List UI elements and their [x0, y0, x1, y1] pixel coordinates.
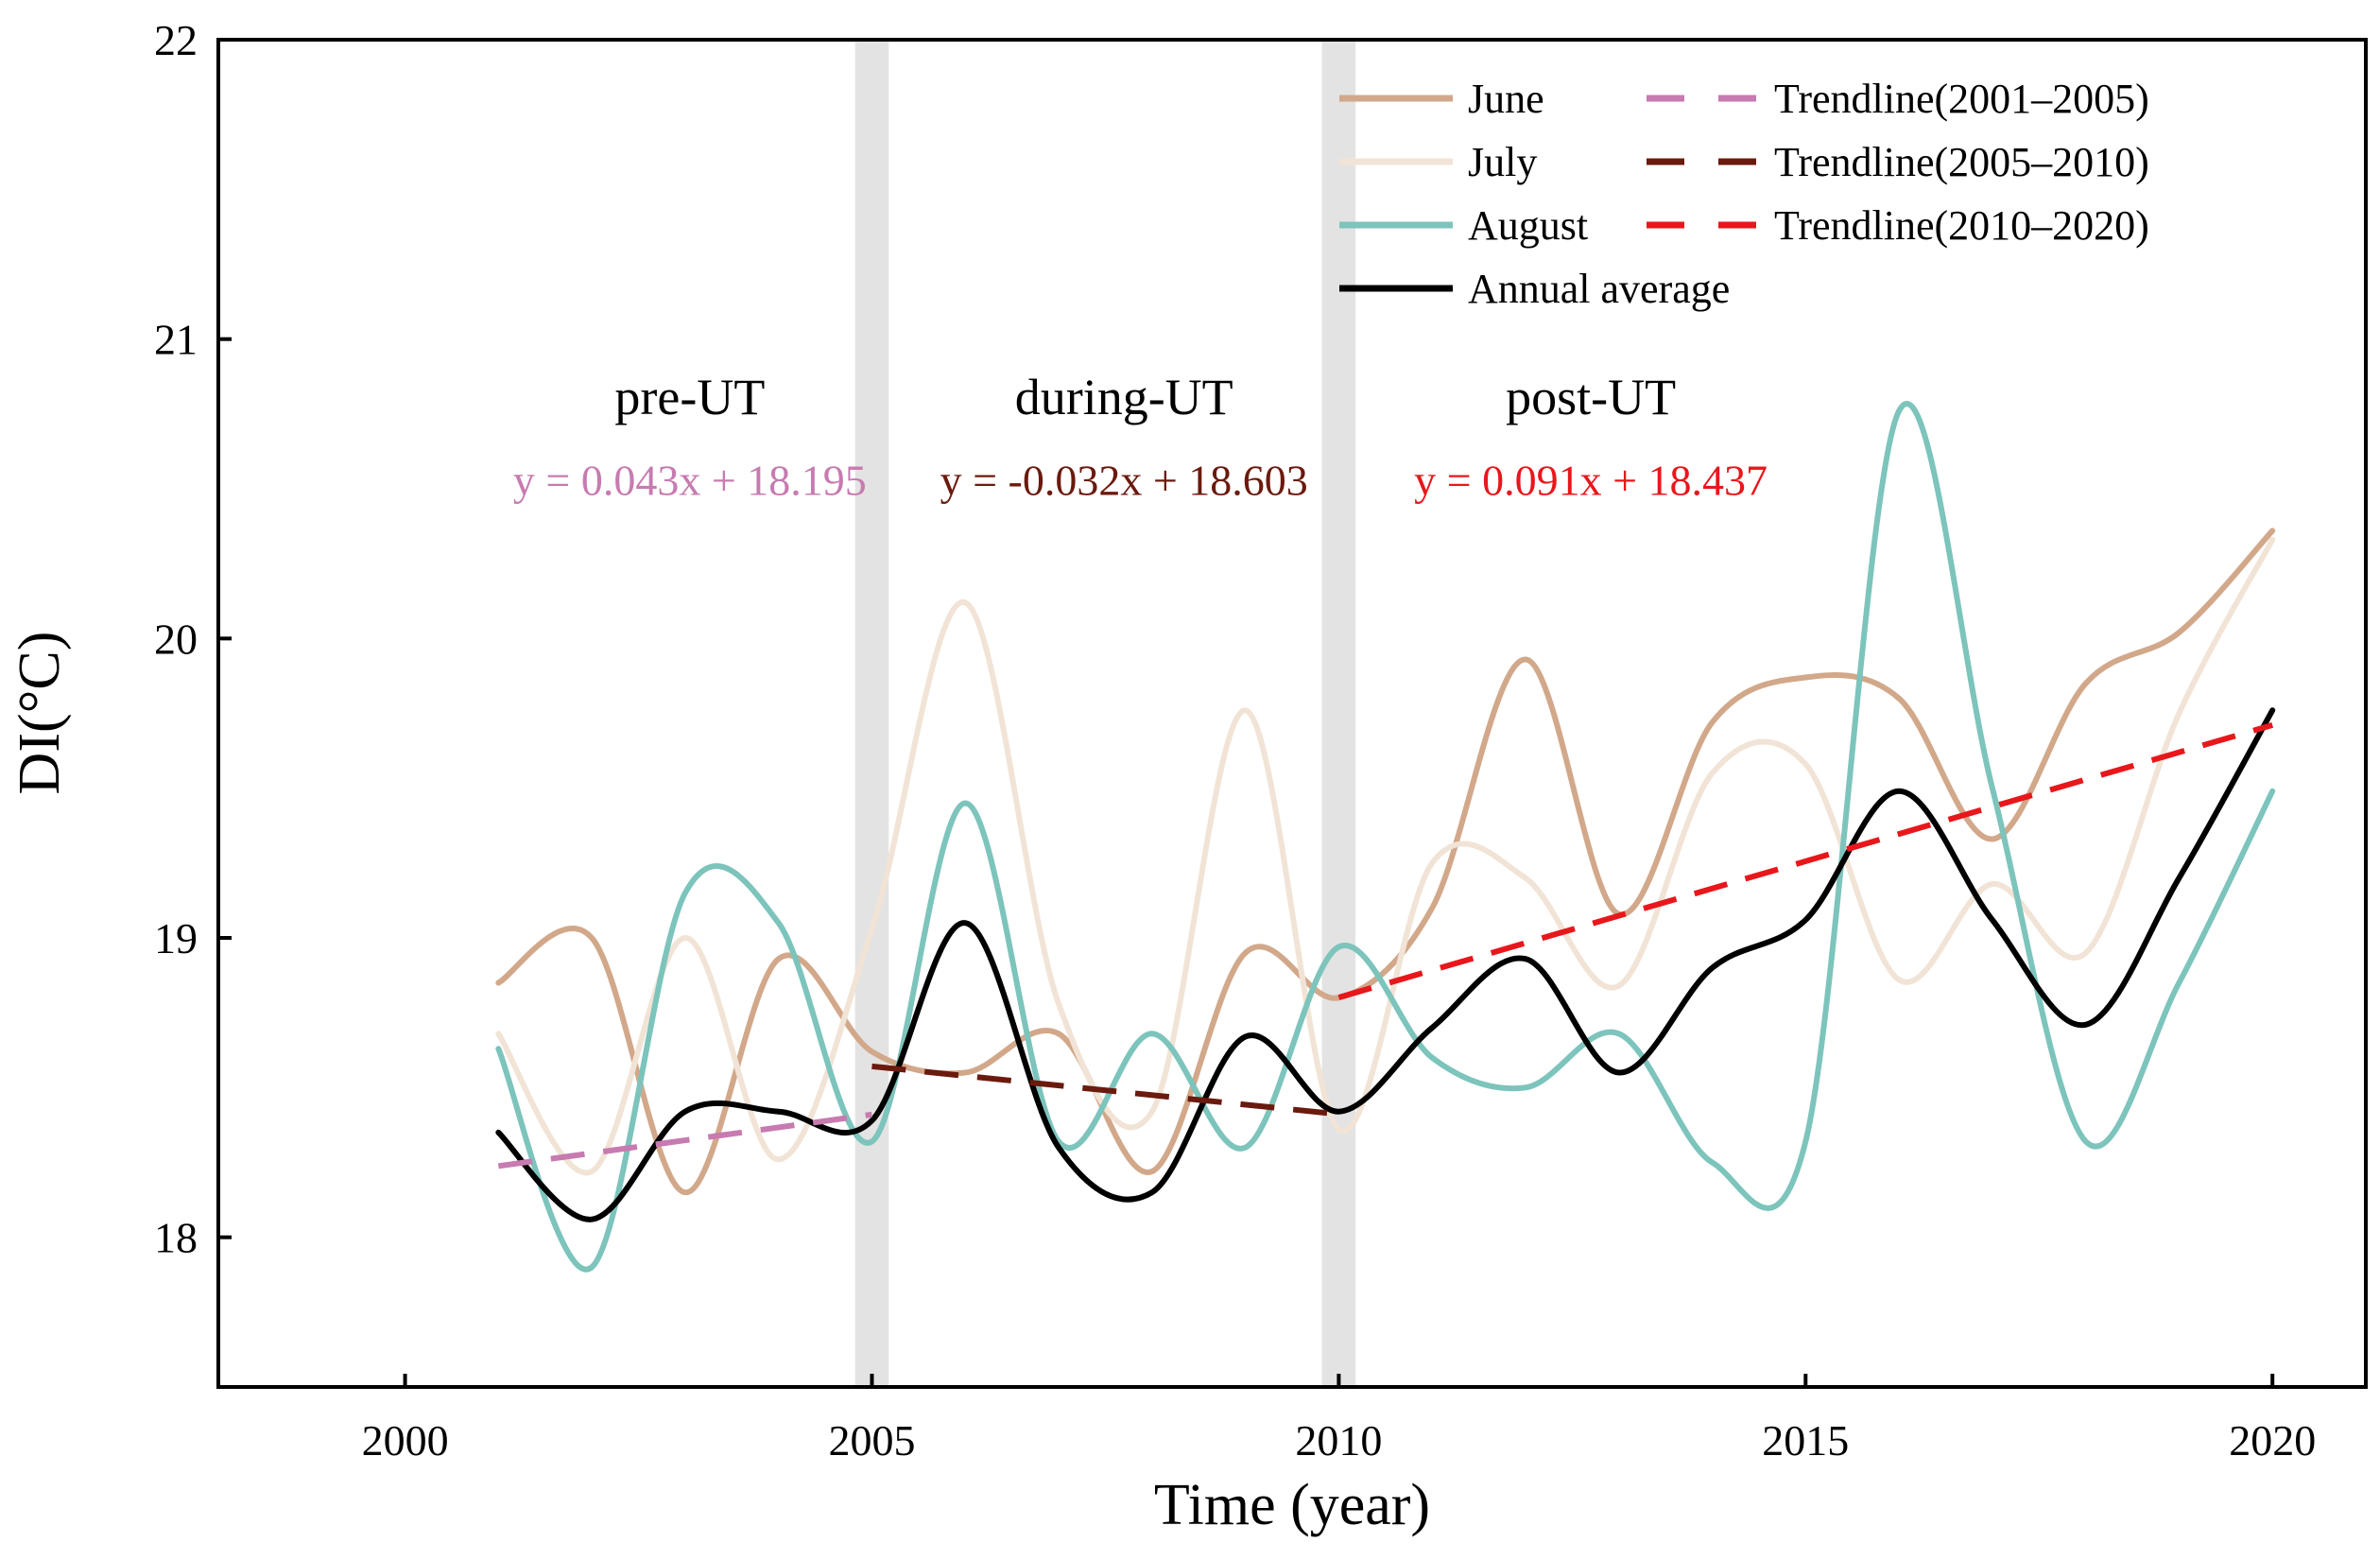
trendline-equation: y = 0.091x + 18.437 — [1414, 456, 1768, 504]
series-line-august — [495, 401, 2276, 1273]
x-tick-label: 2000 — [362, 1416, 449, 1465]
trendlines — [497, 721, 2274, 1170]
y-tick-label: 19 — [154, 914, 198, 962]
shaded-band-boundary-2005 — [854, 40, 889, 1387]
annotations: pre-UT during-UT post-UT y = 0.043x + 18.19… — [513, 369, 1768, 504]
legend-label: Trendline(2005–2010) — [1774, 139, 2149, 185]
period-label: during-UT — [1015, 369, 1233, 425]
trendline-3 — [1337, 721, 2274, 1000]
trendline-1 — [497, 1111, 872, 1170]
period-label: post-UT — [1506, 369, 1676, 425]
legend-label: August — [1468, 202, 1588, 249]
series-line-july — [495, 536, 2276, 1176]
series-lines — [495, 401, 2276, 1273]
legend: June July August Annual average Trendline(20… — [1339, 76, 2149, 312]
y-tick-label: 18 — [154, 1214, 198, 1262]
y-tick-label: 20 — [154, 615, 198, 663]
x-tick-label: 2020 — [2229, 1416, 2316, 1465]
x-axis-ticks: 2000 2005 2010 2015 2020 — [362, 1374, 2316, 1465]
x-tick-label: 2005 — [828, 1416, 915, 1465]
series-line-june — [495, 528, 2276, 1196]
trendline-equation: y = 0.043x + 18.195 — [513, 456, 867, 504]
shaded-band-boundary-2010 — [1321, 40, 1356, 1387]
y-tick-label: 21 — [154, 316, 198, 364]
x-tick-label: 2015 — [1762, 1416, 1849, 1465]
legend-label: Trendline(2010–2020) — [1774, 202, 2149, 249]
y-tick-label: 22 — [154, 16, 198, 64]
plot-frame — [216, 38, 2368, 1389]
trendline-equation: y = -0.032x + 18.603 — [940, 456, 1308, 504]
series-line-annual-average — [495, 707, 2276, 1222]
legend-label: July — [1468, 139, 1537, 185]
y-axis-ticks: 18 19 20 21 22 — [154, 16, 232, 1262]
shaded-bands — [854, 40, 1356, 1387]
legend-label: Annual average — [1468, 266, 1730, 312]
y-axis-title: DI(°C) — [8, 632, 72, 795]
trendline-2 — [871, 1063, 1339, 1118]
x-axis-title: Time (year) — [1154, 1473, 1430, 1537]
legend-label: Trendline(2001–2005) — [1774, 76, 2149, 122]
period-label: pre-UT — [614, 369, 765, 425]
x-tick-label: 2010 — [1295, 1416, 1382, 1465]
legend-label: June — [1468, 76, 1544, 122]
